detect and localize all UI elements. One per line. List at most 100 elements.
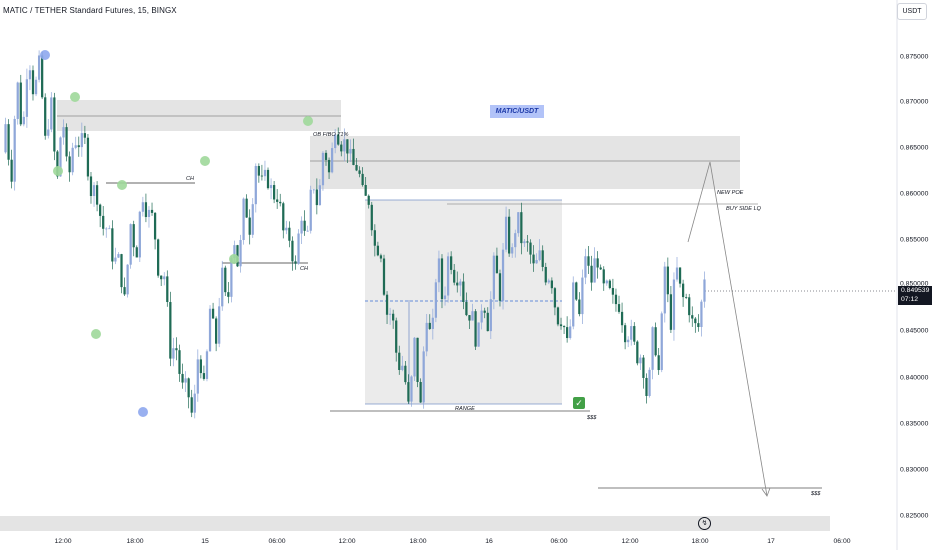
- swing-marker: [53, 166, 63, 176]
- candle-body: [593, 258, 596, 283]
- candle-body: [678, 267, 682, 284]
- candle-body: [312, 189, 315, 191]
- candle-body: [587, 256, 590, 266]
- candle-body: [62, 127, 65, 138]
- candle-body: [34, 79, 38, 95]
- candle-body: [111, 228, 114, 262]
- candle-body: [279, 201, 282, 204]
- swing-marker: [303, 116, 313, 126]
- candle-body: [251, 204, 254, 235]
- candle-body: [22, 116, 25, 125]
- candle-body: [697, 323, 700, 328]
- candle-body: [431, 317, 434, 329]
- candle-body: [224, 267, 227, 293]
- candle-body: [306, 230, 309, 232]
- candle-body: [4, 124, 7, 153]
- candle-body: [318, 185, 322, 206]
- candle-body: [105, 228, 108, 230]
- candle-body: [553, 288, 557, 308]
- candle-body: [50, 97, 53, 130]
- candle-body: [315, 189, 318, 206]
- candle-body: [181, 373, 184, 383]
- candle-body: [654, 327, 657, 356]
- time-label: 12:00: [54, 538, 72, 545]
- candle-body: [645, 377, 648, 396]
- candle-body: [605, 280, 608, 284]
- candle-body: [242, 198, 245, 241]
- candle-body: [248, 217, 251, 235]
- candle-body: [685, 297, 688, 298]
- candle-body: [89, 176, 93, 197]
- candle-body: [150, 209, 154, 213]
- swing-marker: [200, 156, 210, 166]
- candle-body: [504, 216, 508, 250]
- price-label: 0.850000: [900, 280, 929, 288]
- candle-body: [74, 145, 77, 148]
- swing-marker: [229, 254, 239, 264]
- candle-body: [44, 97, 47, 136]
- candle-body: [117, 254, 120, 258]
- candle-body: [291, 240, 294, 262]
- candle-body: [178, 350, 181, 374]
- time-label: 12:00: [621, 538, 639, 545]
- bar-countdown: 07:12: [901, 296, 919, 303]
- currency-button[interactable]: USDT: [897, 3, 927, 20]
- candle-body: [489, 299, 492, 332]
- candle-body: [361, 173, 364, 186]
- candle-body: [508, 216, 511, 254]
- candle-body: [501, 249, 505, 301]
- candle-body: [413, 337, 416, 377]
- candle-body: [611, 288, 615, 295]
- candle-body: [404, 365, 407, 383]
- candle-body: [199, 359, 202, 374]
- candle-body: [578, 299, 581, 315]
- candle-body: [205, 351, 209, 379]
- time-label: 15: [201, 538, 209, 545]
- candle-body: [642, 357, 645, 378]
- candle-body: [437, 258, 441, 283]
- candle-body: [465, 301, 468, 316]
- candle-body: [260, 175, 264, 177]
- candle-body: [532, 254, 535, 264]
- time-label: 06:00: [268, 538, 286, 545]
- candle-body: [163, 276, 166, 280]
- candle-body: [120, 254, 123, 288]
- candle-body: [550, 280, 553, 289]
- lightning-icon[interactable]: ↯: [698, 517, 711, 530]
- candle-body: [99, 204, 102, 216]
- range-label: RANGE: [455, 406, 475, 412]
- candle-body: [202, 373, 206, 379]
- candle-body: [257, 165, 260, 176]
- candle-body: [446, 256, 450, 296]
- candle-body: [7, 124, 10, 160]
- candle-body: [83, 133, 87, 138]
- candle-body: [453, 269, 456, 283]
- candle-body: [700, 301, 703, 328]
- candle-body: [196, 359, 199, 394]
- candle-body: [92, 185, 96, 197]
- new-poe-label: NEW POE: [717, 190, 744, 196]
- candle-body: [407, 382, 410, 402]
- candle-body: [53, 97, 56, 152]
- candle-body: [547, 280, 550, 283]
- candle-body: [269, 185, 273, 189]
- candle-body: [514, 233, 517, 248]
- candle-body: [147, 209, 151, 218]
- candle-body: [218, 306, 221, 344]
- candle-body: [675, 267, 679, 280]
- candle-body: [639, 357, 642, 364]
- candle-body: [340, 144, 343, 152]
- projection-arrowhead: [761, 487, 771, 497]
- time-label: 12:00: [338, 538, 356, 545]
- ch-label-1: CH: [186, 176, 195, 182]
- price-label: 0.830000: [900, 466, 929, 474]
- candle-body: [495, 255, 499, 274]
- candle-body: [373, 230, 376, 246]
- candle-body: [440, 258, 444, 300]
- candle-body: [669, 294, 673, 330]
- candle-body: [556, 307, 560, 325]
- candle-body: [80, 133, 83, 148]
- candle-body: [169, 302, 172, 359]
- price-label: 0.825000: [900, 512, 929, 520]
